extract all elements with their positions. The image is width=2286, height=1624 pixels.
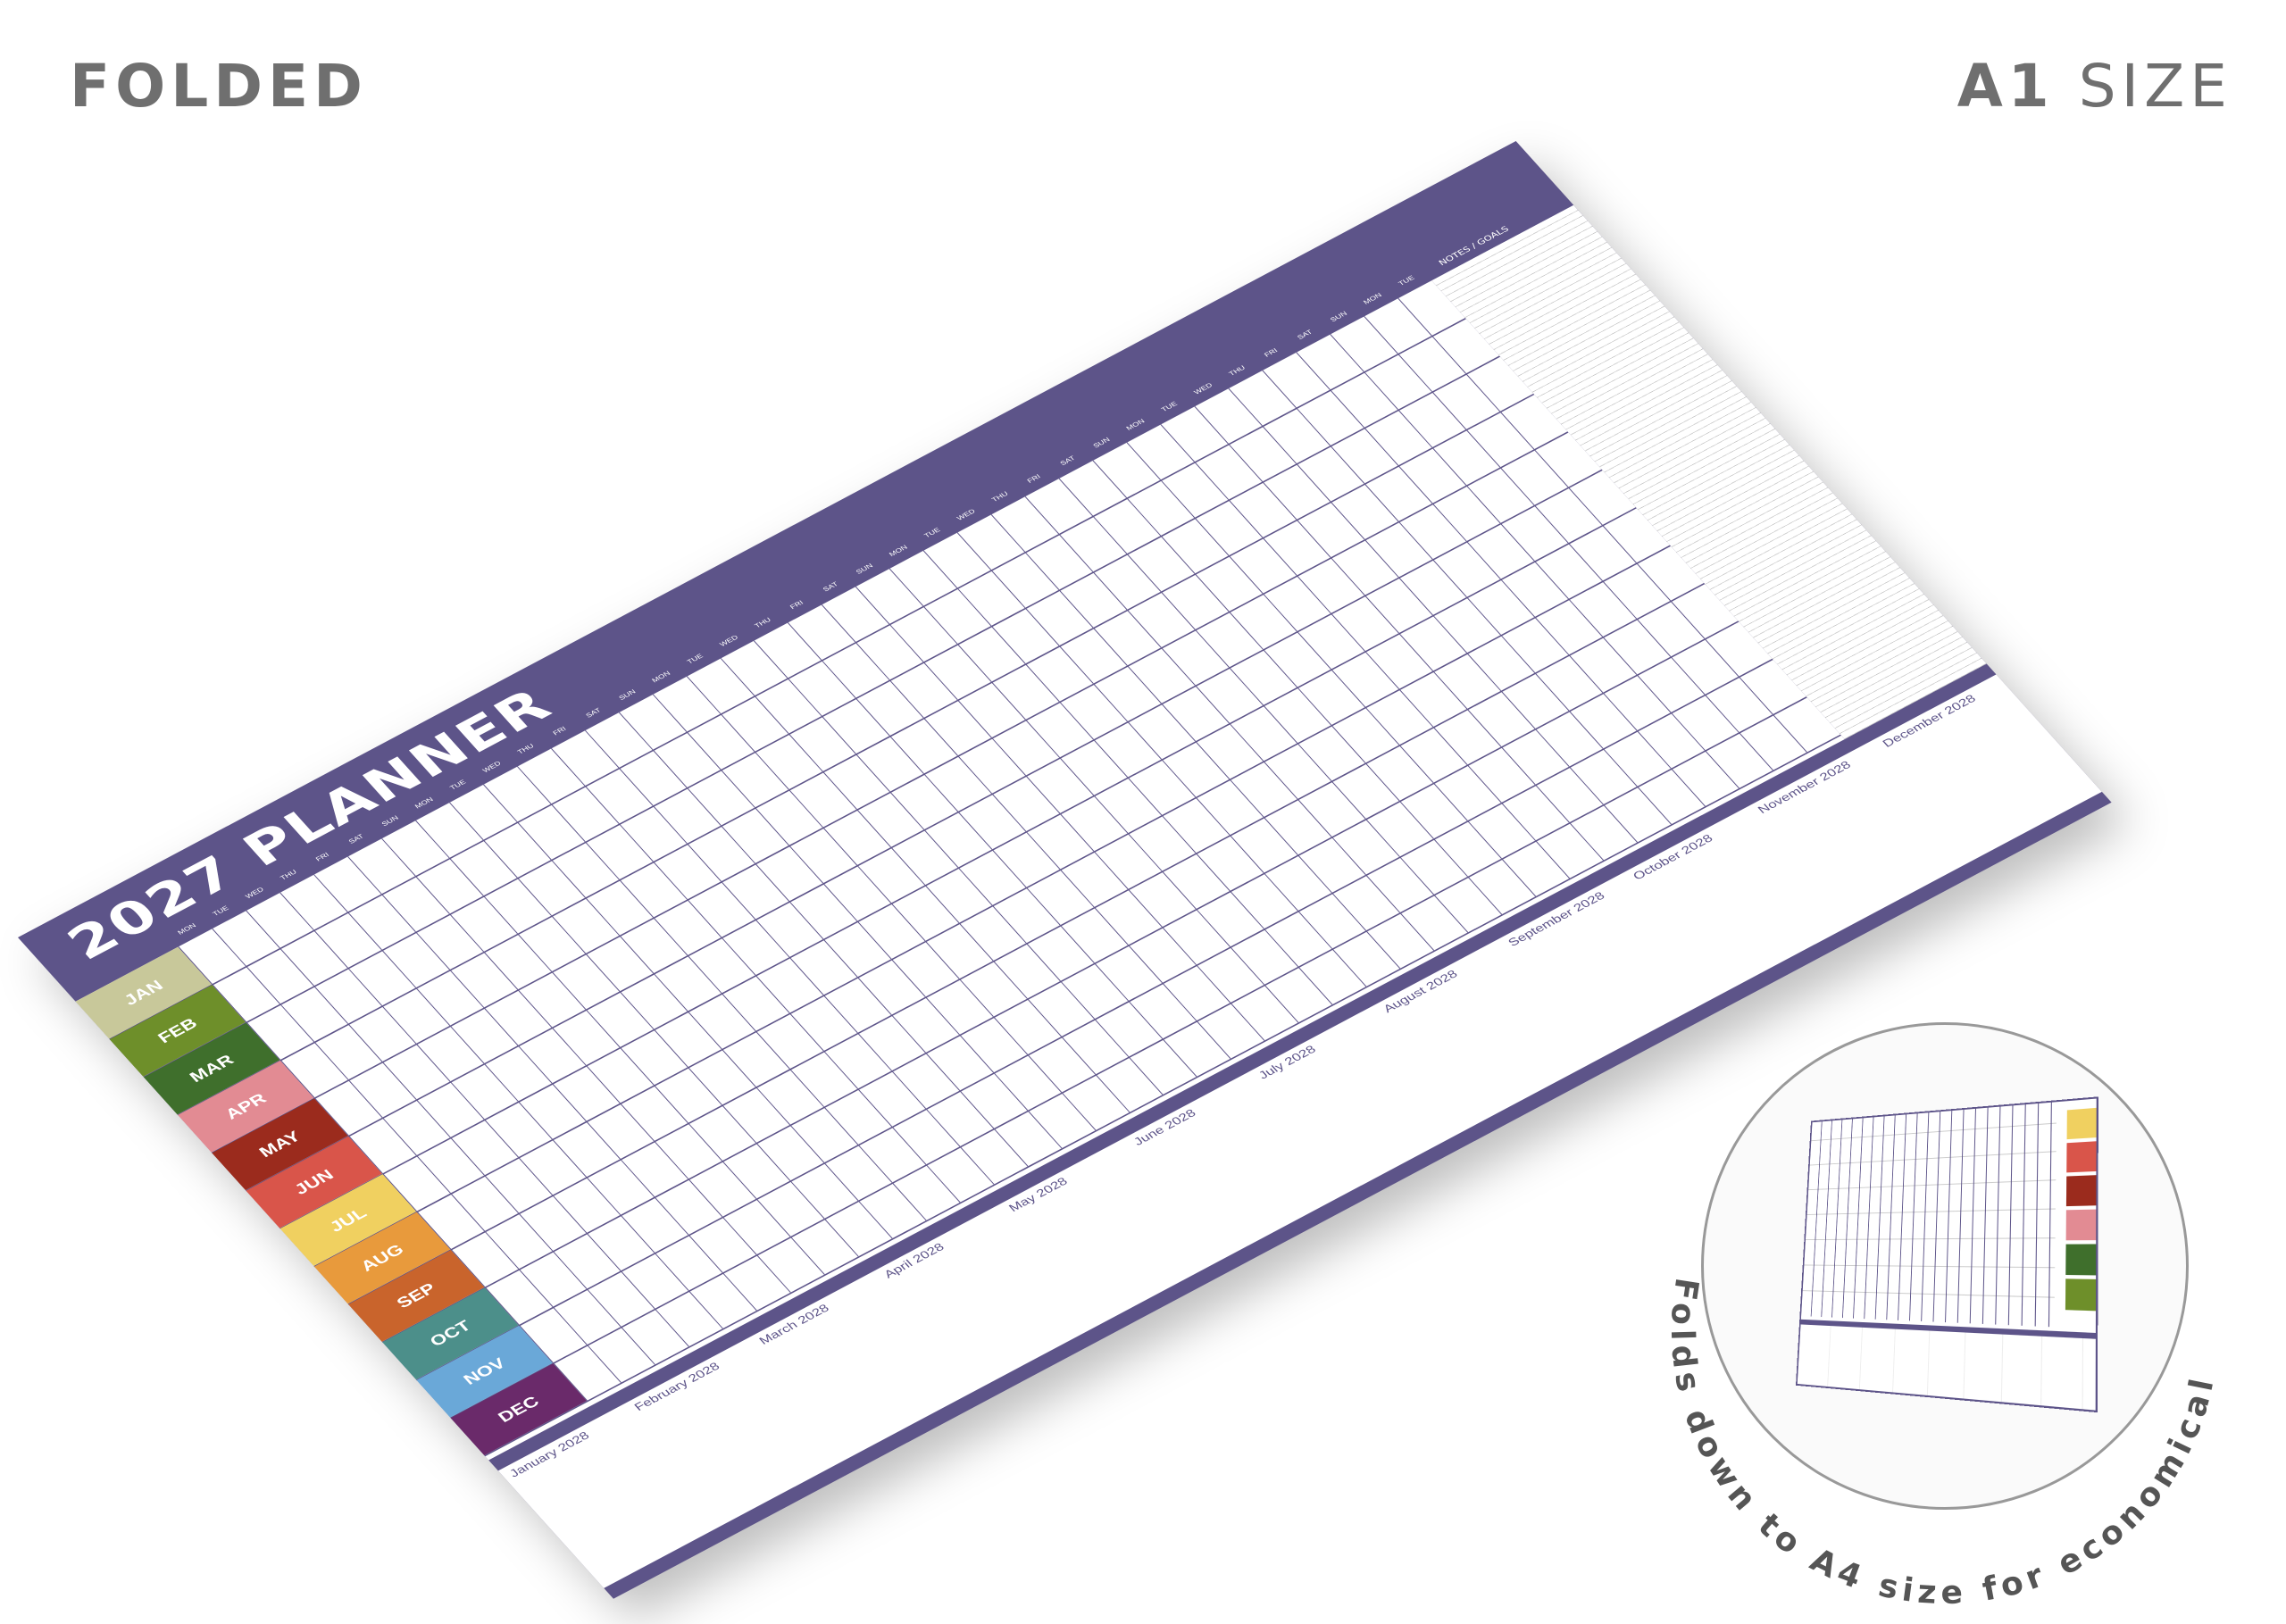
preview-tab [2066,1210,2097,1241]
preview-tab [2066,1175,2097,1206]
fold-caption: Folds down to A4 size for economical P&P [1641,1241,2266,1616]
folded-label: FOLDED [70,52,368,121]
preview-tab [2067,1108,2097,1139]
fold-caption-text: Folds down to A4 size for economical P&P [1641,1241,2222,1612]
size-label: A1 SIZE [1957,52,2232,121]
size-rest: SIZE [2055,52,2232,121]
preview-tab [2066,1141,2096,1172]
svg-text:Folds down to A4 size for econ: Folds down to A4 size for economical P&P [1641,1241,2222,1612]
fold-caption-svg: Folds down to A4 size for economical P&P [1641,1241,2266,1616]
size-bold: A1 [1957,52,2055,121]
